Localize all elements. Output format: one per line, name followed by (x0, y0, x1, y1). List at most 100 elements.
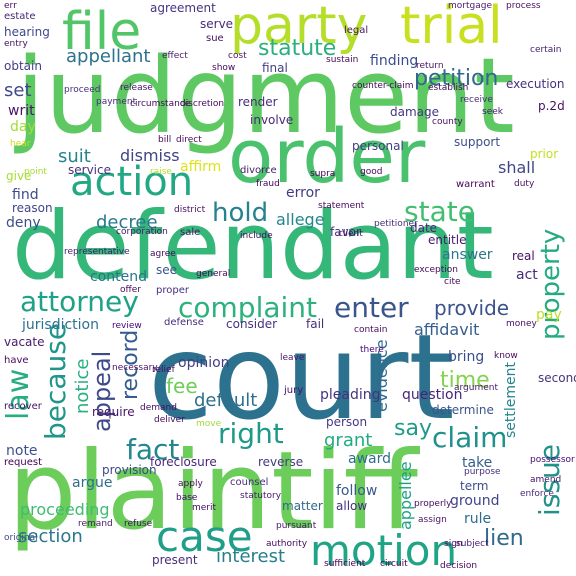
word-vacate: vacate (4, 335, 45, 349)
word-err: err (4, 1, 17, 11)
word-decree: decree (96, 212, 158, 233)
word-divorce: divorce (240, 165, 277, 176)
word-legal: legal (344, 25, 369, 36)
word-party: party (230, 0, 368, 56)
word-effect: effect (162, 51, 188, 61)
word-counsel: counsel (230, 477, 269, 488)
word-process: process (506, 1, 541, 11)
word-proper: proper (156, 285, 189, 296)
word-client: client (338, 229, 363, 239)
word-point: point (24, 167, 47, 177)
word-p.2d: p.2d (538, 99, 565, 113)
word-good: good (360, 167, 383, 177)
word-property: property (536, 228, 566, 340)
word-refuse: refuse (124, 519, 153, 529)
word-exception: exception (414, 265, 458, 275)
word-release: release (120, 83, 153, 93)
word-fact: fact (126, 433, 180, 466)
word-suit: suit (58, 146, 91, 167)
word-defendant: defendant (12, 192, 494, 301)
word-question: question (402, 387, 463, 403)
word-action: action (70, 159, 194, 205)
word-money: money (506, 319, 537, 329)
word-agree: agree (150, 249, 176, 259)
word-consider: consider (226, 317, 278, 331)
word-general: general (196, 269, 231, 279)
word-foreclosure: foreclosure (150, 455, 217, 469)
word-request: request (4, 457, 43, 468)
word-affirm: affirm (180, 159, 222, 175)
word-mortgage: mortgage (448, 1, 492, 11)
word-argument: argument (454, 383, 499, 393)
word-complaint: complaint (178, 291, 318, 324)
word-personal: personal (352, 139, 404, 153)
word-writ: writ (8, 103, 35, 119)
word-finding: finding (370, 53, 419, 69)
word-reason: reason (12, 201, 53, 215)
word-claim: claim (432, 421, 508, 454)
word-state: state (404, 195, 475, 228)
word-section: section (18, 526, 83, 547)
word-purpose: purpose (464, 467, 501, 477)
word-contain: contain (354, 325, 388, 335)
word-hear: hear (10, 139, 31, 149)
word-corporation: corporation (116, 227, 168, 237)
word-support: support (454, 135, 501, 149)
word-entry: entry (4, 39, 28, 49)
word-allege: allege (276, 210, 325, 229)
word-subject: subject (456, 539, 489, 549)
word-fraud: fraud (256, 179, 280, 189)
word-have: have (4, 355, 29, 366)
word-defense: defense (164, 317, 204, 328)
word-properly: properly (414, 499, 452, 509)
word-rule: rule (464, 511, 492, 527)
word-right: right (218, 417, 284, 450)
word-base: base (176, 493, 198, 503)
word-sustain: sustain (326, 55, 359, 65)
word-answer: answer (442, 247, 493, 263)
word-direct: direct (176, 135, 202, 145)
word-estate: estate (4, 11, 36, 22)
word-receive: receive (460, 95, 493, 105)
word-contend: contend (90, 269, 147, 285)
word-take: take (462, 455, 493, 471)
word-payment: payment (96, 97, 137, 107)
word-because: because (39, 322, 72, 440)
word-seek: seek (482, 107, 503, 117)
word-leave: leave (280, 353, 305, 363)
word-circumstance: circumstance (130, 99, 191, 109)
word-pleading: pleading (320, 387, 381, 403)
word-appellant: appellant (66, 46, 151, 67)
word-agreement: agreement (150, 1, 216, 15)
word-determine: determine (432, 403, 494, 417)
word-set: set (4, 80, 32, 101)
word-reverse: reverse (258, 455, 304, 469)
word-court: court (148, 308, 455, 446)
word-interest: interest (216, 546, 286, 567)
word-second: second (538, 371, 576, 385)
word-term: term (460, 479, 489, 493)
word-trial: trial (400, 0, 503, 56)
word-show: show (212, 63, 236, 73)
word-notice: notice (72, 358, 93, 414)
word-say: say (394, 416, 432, 441)
word-day: day (10, 119, 36, 135)
word-time: time (440, 368, 490, 393)
word-provide: provide (434, 296, 510, 320)
word-jurisdiction: jurisdiction (22, 317, 99, 333)
word-representative: representative (64, 247, 130, 257)
word-service: service (68, 163, 111, 177)
word-petition: petition (414, 66, 499, 91)
word-necessary: necessary (112, 363, 158, 373)
word-law: law (1, 368, 36, 420)
word-attorney: attorney (20, 285, 139, 318)
word-statute: statute (258, 36, 337, 61)
word-discretion: discretion (180, 99, 225, 109)
word-include: include (240, 231, 273, 241)
word-move: move (196, 419, 222, 429)
word-circuit: circuit (380, 559, 408, 569)
word-favor: favor (330, 225, 361, 239)
word-execution: execution (506, 77, 565, 91)
word-certain: certain (530, 45, 562, 55)
